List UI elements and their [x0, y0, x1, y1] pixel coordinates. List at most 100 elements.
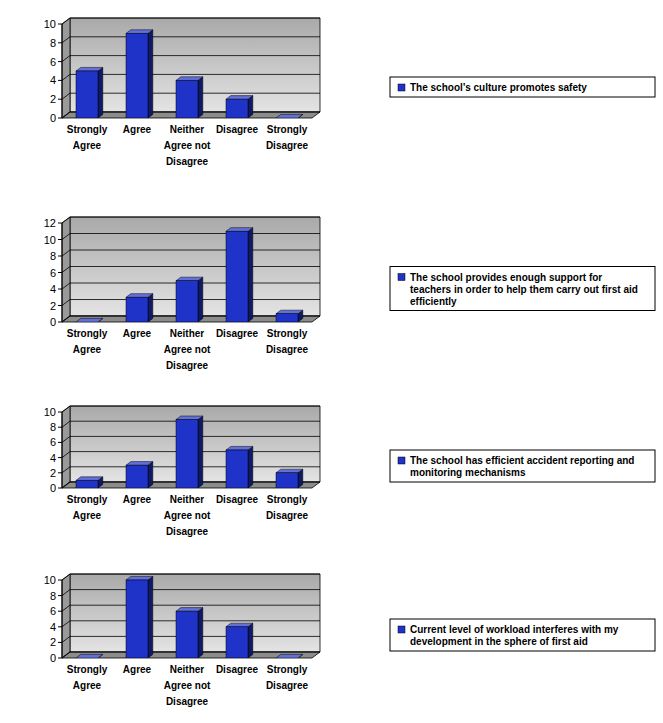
bar: [76, 480, 98, 488]
tick-label: 4: [50, 621, 56, 633]
bar-side: [148, 462, 153, 488]
tick-mark: [58, 427, 62, 428]
bar: [276, 118, 298, 119]
tick-mark: [58, 305, 62, 306]
legend-box: [390, 450, 655, 482]
bar-side: [248, 623, 253, 658]
bar: [226, 231, 248, 322]
bar: [76, 322, 98, 323]
bar-side: [148, 576, 153, 658]
bar: [226, 627, 248, 658]
label-line: Disagree: [216, 328, 259, 339]
legend-key: [398, 457, 405, 464]
bar: [76, 658, 98, 659]
tick-label: 6: [50, 436, 56, 448]
label-line: Strongly: [267, 328, 308, 339]
tick-label: 2: [50, 93, 56, 105]
category-label: StronglyDisagree: [266, 494, 309, 521]
legend-line: The school’s culture promotes safety: [410, 82, 587, 93]
tick-mark: [58, 322, 62, 323]
tick-label: 2: [50, 636, 56, 648]
grid-line: [62, 574, 320, 580]
y-axis: [62, 412, 63, 488]
legend-label: The school has efficient accident report…: [410, 455, 634, 478]
label-line: Neither: [170, 124, 205, 135]
tick-label: 10: [44, 406, 56, 418]
bars: [76, 30, 303, 118]
tick-mark: [58, 99, 62, 100]
label-line: Agree: [123, 664, 152, 675]
bar: [276, 314, 298, 322]
tick-mark: [58, 457, 62, 458]
bar-top: [76, 318, 103, 322]
bar-top: [176, 608, 203, 612]
category-label: StronglyDisagree: [266, 328, 309, 355]
bar: [276, 658, 298, 659]
label-line: Agree not: [164, 510, 211, 521]
bar-side: [198, 608, 203, 658]
bar-top: [176, 277, 203, 281]
category-label: StronglyAgree: [67, 494, 108, 521]
tick-mark: [58, 611, 62, 612]
tick-mark: [58, 472, 62, 473]
tick-label: 0: [50, 316, 56, 328]
bar-top: [276, 654, 303, 658]
label-line: Disagree: [166, 526, 209, 537]
bar-chart: 0246810StronglyAgreeAgreeNeitherAgree no…: [44, 574, 655, 707]
label-line: Neither: [170, 328, 205, 339]
side-wall: [62, 574, 70, 658]
tick-mark: [58, 80, 62, 81]
legend-line: efficiently: [410, 296, 457, 307]
category-label: Agree: [123, 328, 152, 339]
tick-label: 12: [44, 217, 56, 229]
bar-side: [98, 67, 103, 118]
tick-label: 6: [50, 605, 56, 617]
page: {"chart_data": [ {"type": "bar", "catego…: [0, 0, 663, 723]
label-line: Strongly: [267, 664, 308, 675]
category-label: Disagree: [216, 664, 259, 675]
tick-label: 8: [50, 250, 56, 262]
bar-side: [198, 277, 203, 322]
tick-mark: [58, 442, 62, 443]
tick-label: 8: [50, 37, 56, 49]
category-label: StronglyAgree: [67, 124, 108, 151]
label-line: Disagree: [166, 156, 209, 167]
y-axis: [62, 223, 63, 322]
category-label: StronglyDisagree: [266, 664, 309, 691]
bar-top: [226, 228, 253, 232]
legend-box: [390, 267, 655, 311]
category-label: Disagree: [216, 494, 259, 505]
label-line: Strongly: [267, 494, 308, 505]
legend-line: monitoring mechanisms: [410, 467, 526, 478]
label-line: Neither: [170, 494, 205, 505]
bar-top: [76, 654, 103, 658]
legend-line: The school provides enough support for: [410, 272, 602, 283]
legend-key: [398, 626, 405, 633]
tick-label: 2: [50, 467, 56, 479]
bar-top: [226, 623, 253, 627]
label-line: Strongly: [67, 328, 108, 339]
side-wall: [62, 406, 70, 488]
tick-label: 10: [44, 574, 56, 586]
tick-mark: [58, 488, 62, 489]
bar-chart: 024681012StronglyAgreeAgreeNeitherAgree …: [44, 217, 655, 371]
legend: The school has efficient accident report…: [390, 450, 655, 482]
bar: [126, 580, 148, 658]
grid-line: [62, 18, 320, 24]
category-label: NeitherAgree notDisagree: [164, 664, 211, 707]
tick-mark: [58, 412, 62, 413]
label-line: Agree not: [164, 140, 211, 151]
tick-mark: [58, 61, 62, 62]
label-line: Disagree: [166, 360, 209, 371]
grid-line: [62, 37, 320, 43]
tick-mark: [58, 626, 62, 627]
grid-line: [62, 56, 320, 62]
legend-key: [398, 84, 405, 91]
tick-mark: [58, 658, 62, 659]
tick-label: 10: [44, 234, 56, 246]
tick-mark: [58, 42, 62, 43]
bar-side: [198, 416, 203, 488]
chart-canvas: 0246810StronglyAgreeAgreeNeitherAgree no…: [0, 0, 663, 723]
label-line: Disagree: [216, 664, 259, 675]
tick-label: 2: [50, 300, 56, 312]
